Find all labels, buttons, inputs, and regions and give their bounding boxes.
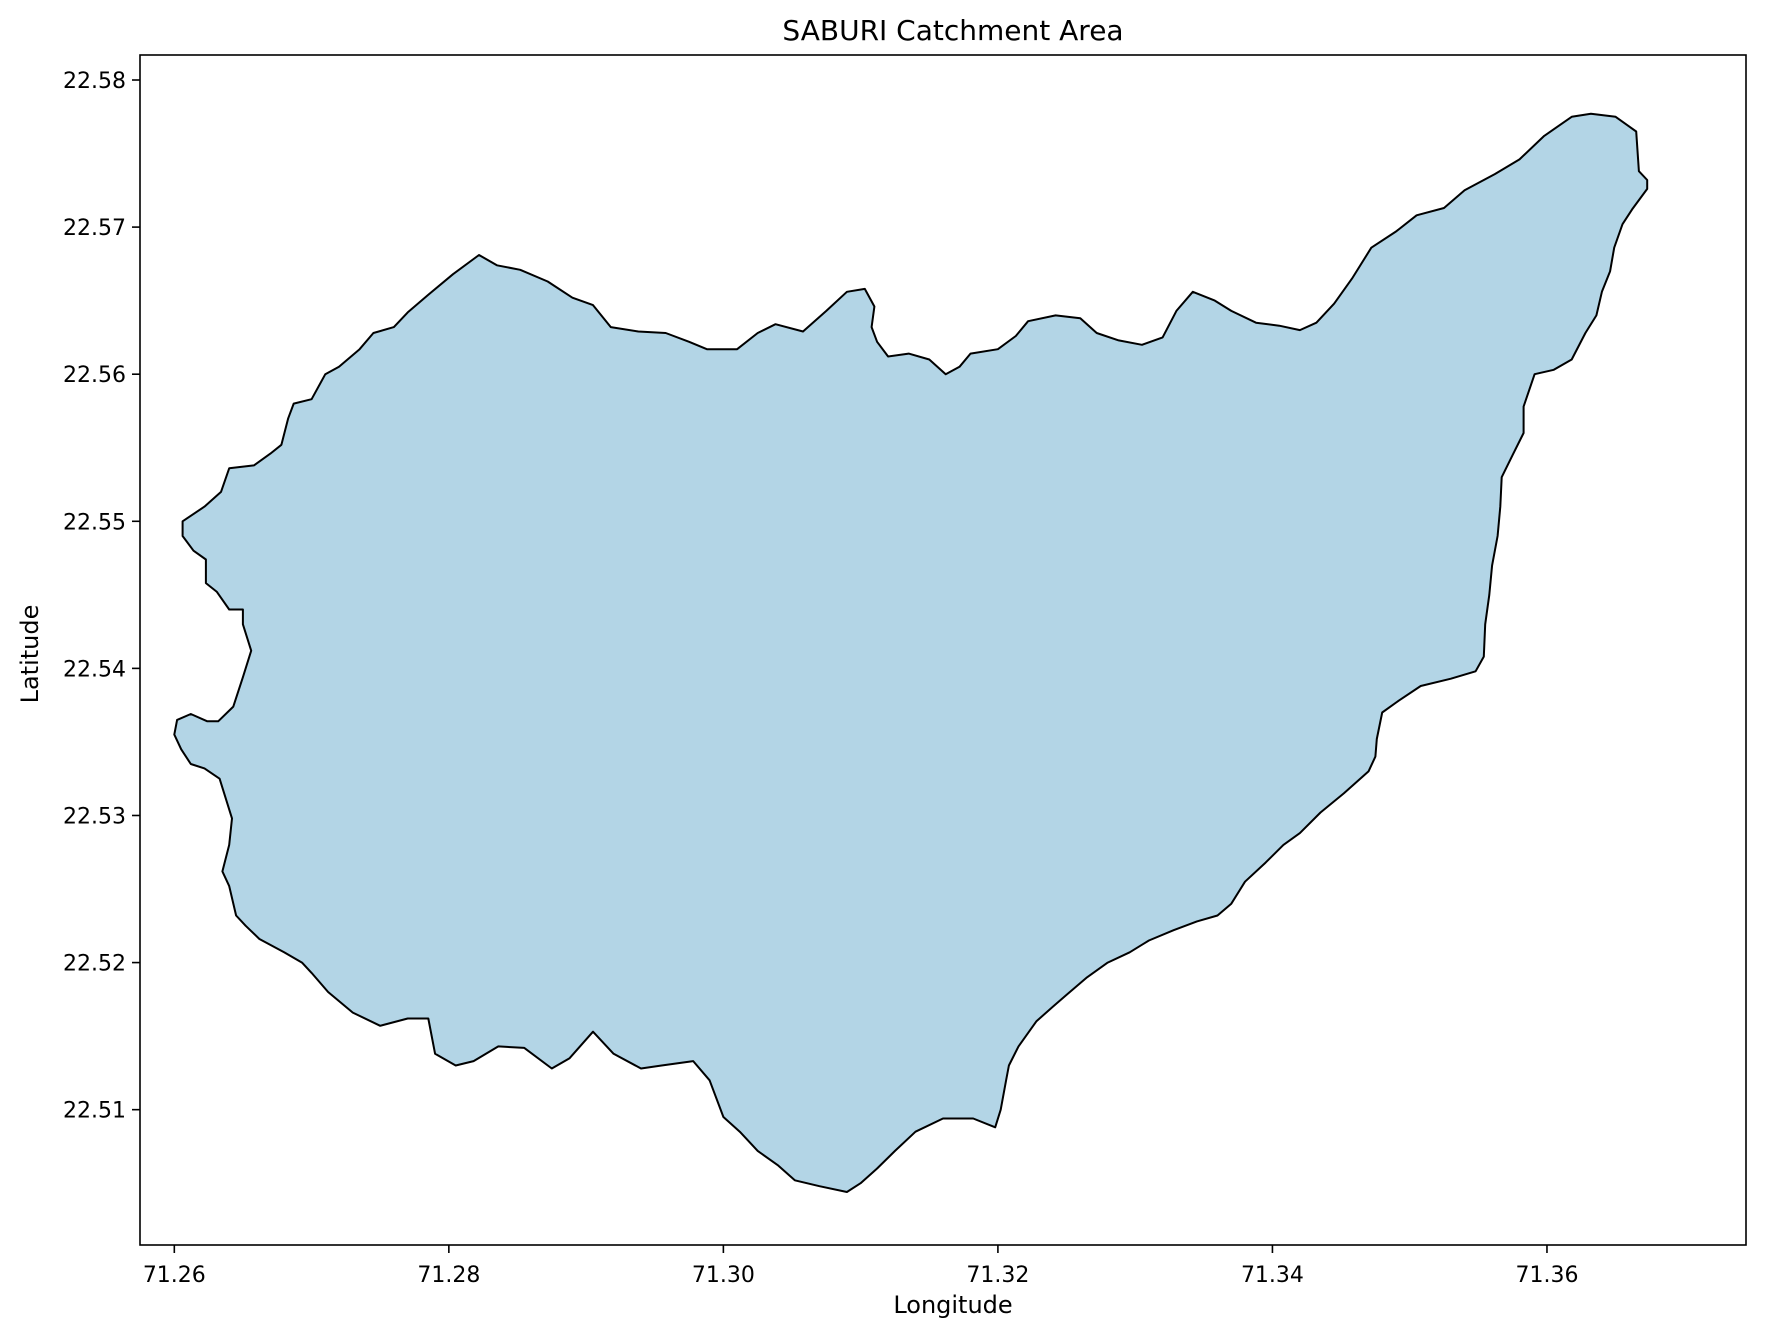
x-tick-label: 71.26 xyxy=(143,1263,206,1288)
x-tick-label: 71.32 xyxy=(966,1263,1029,1288)
x-tick-label: 71.30 xyxy=(692,1263,755,1288)
y-axis-label: Latitude xyxy=(16,605,44,704)
plot-area xyxy=(139,54,1747,1246)
x-axis-label: Longitude xyxy=(893,1291,1012,1319)
x-axis-ticks: 71.26 71.28 71.30 71.32 71.34 71.36 xyxy=(143,1245,1578,1288)
axes-frame xyxy=(139,54,1747,1246)
y-tick-label: 22.51 xyxy=(63,1099,126,1124)
y-tick-label: 22.54 xyxy=(63,657,126,682)
y-tick-label: 22.52 xyxy=(63,952,126,977)
y-tick-label: 22.57 xyxy=(63,216,126,241)
y-tick-label: 22.56 xyxy=(63,363,126,388)
x-tick-label: 71.34 xyxy=(1241,1263,1304,1288)
x-tick-label: 71.36 xyxy=(1515,1263,1578,1288)
catchment-polygon xyxy=(173,112,1649,1193)
y-axis-ticks: 22.51 22.52 22.53 22.54 22.55 22.56 22.57 22.58 xyxy=(63,69,140,1124)
x-tick-label: 71.28 xyxy=(417,1263,480,1288)
y-tick-label: 22.53 xyxy=(63,804,126,829)
y-tick-label: 22.58 xyxy=(63,69,126,94)
chart-title: SABURI Catchment Area xyxy=(782,14,1123,47)
y-tick-label: 22.55 xyxy=(63,510,126,535)
